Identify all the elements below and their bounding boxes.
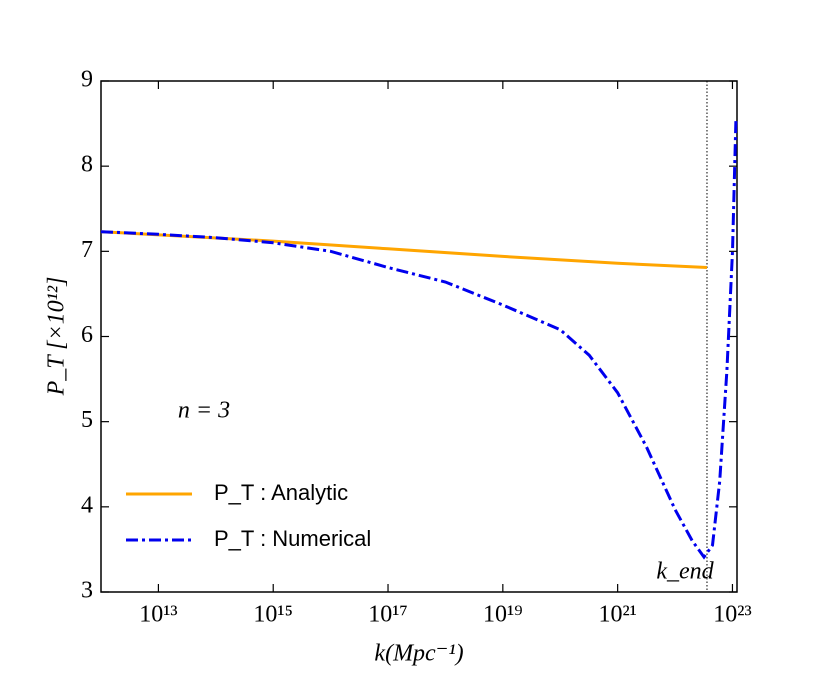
- x-tick-label: 10¹⁹: [483, 602, 523, 628]
- x-tick-label: 10²¹: [598, 602, 636, 628]
- x-tick-label: 10¹⁵: [253, 602, 293, 628]
- y-tick-label: 3: [81, 578, 93, 604]
- legend-label: P_T : Numerical: [214, 526, 371, 551]
- y-tick-label: 9: [81, 67, 93, 93]
- x-tick-label: 10²³: [713, 602, 751, 628]
- legend-label: P_T : Analytic: [214, 480, 348, 505]
- x-axis-label: k(Mpc⁻¹): [374, 641, 463, 667]
- y-tick-label: 4: [81, 492, 93, 518]
- y-tick-label: 6: [81, 322, 93, 348]
- series-line: [100, 230, 708, 269]
- x-tick-label: 10¹⁷: [368, 602, 408, 628]
- x-tick-label: 10¹³: [139, 602, 177, 628]
- y-tick-label: 7: [81, 237, 93, 263]
- y-axis-label: P_T [×10¹²]: [44, 277, 70, 397]
- y-tick-label: 8: [81, 152, 93, 178]
- kend-label: k_end: [656, 559, 714, 585]
- y-tick-label: 5: [81, 407, 93, 433]
- plot-frame: [100, 80, 738, 593]
- annotation: n = 3: [178, 398, 230, 424]
- series-line: [100, 120, 738, 560]
